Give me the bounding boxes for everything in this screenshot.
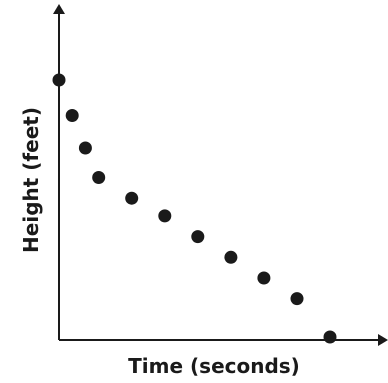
y-axis-label: Height (feet) xyxy=(19,107,43,253)
data-point xyxy=(290,292,304,306)
data-point xyxy=(323,330,337,344)
data-point xyxy=(158,209,172,223)
x-axis-label: Time (seconds) xyxy=(128,354,300,378)
data-point xyxy=(65,109,79,122)
data-point xyxy=(78,141,92,155)
data-point xyxy=(224,250,238,264)
y-axis-arrow xyxy=(53,4,65,14)
data-point xyxy=(92,171,106,184)
data-point xyxy=(52,73,66,87)
data-point xyxy=(191,230,205,244)
data-point xyxy=(125,191,139,205)
data-points xyxy=(52,73,337,344)
data-point xyxy=(257,271,271,285)
x-axis-arrow xyxy=(378,334,388,346)
